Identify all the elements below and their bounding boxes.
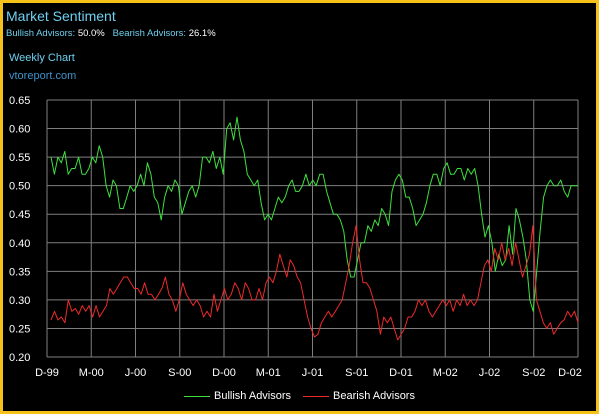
- bearish-value: 26.1%: [188, 28, 216, 39]
- x-tick-label: D-99: [35, 367, 59, 379]
- y-tick-label: 0.50: [9, 181, 30, 193]
- x-tick-label: J-00: [125, 367, 146, 379]
- y-axis-ticks: 0.65 0.60 0.55 0.50 0.45 0.40 0.35 0.30 0.25 0.20: [9, 95, 30, 364]
- y-tick-label: 0.55: [9, 152, 30, 164]
- x-tick-label: J-01: [302, 367, 323, 379]
- x-tick-label: D-00: [212, 367, 236, 379]
- legend-label-bearish: Bearish Advisors: [333, 390, 415, 402]
- series-lines: [50, 116, 579, 341]
- x-tick-label: D-01: [389, 367, 413, 379]
- y-tick-label: 0.30: [9, 295, 30, 307]
- bearish-swatch: [303, 395, 330, 397]
- grid-lines: [46, 99, 579, 358]
- chart-title: Market Sentiment: [6, 8, 116, 24]
- bullish-value: 50.0%: [77, 28, 105, 39]
- x-tick-label: S-01: [345, 367, 368, 379]
- sentiment-readout: Bullish Advisors: 50.0% Bearish Advisors…: [6, 28, 216, 39]
- line-chart: 0.65 0.60 0.55 0.50 0.45 0.40 0.35 0.30 0.25 0.20…: [9, 95, 582, 379]
- y-tick-label: 0.60: [9, 124, 30, 136]
- x-tick-label: S-02: [522, 367, 545, 379]
- x-tick-label: M-01: [256, 367, 281, 379]
- chart-subtitle: Weekly Chart: [9, 52, 75, 64]
- bearish-series-line: [50, 225, 579, 341]
- x-tick-label: D-02: [558, 367, 582, 379]
- x-tick-label: M-02: [433, 367, 458, 379]
- chart-legend: Bullish Advisors Bearish Advisors: [3, 390, 596, 402]
- legend-item-bearish: Bearish Advisors: [303, 390, 415, 402]
- y-tick-label: 0.35: [9, 266, 30, 278]
- y-tick-label: 0.25: [9, 323, 30, 335]
- y-tick-label: 0.45: [9, 209, 30, 221]
- bullish-label: Bullish Advisors:: [6, 28, 76, 39]
- legend-item-bullish: Bullish Advisors: [184, 390, 291, 402]
- bullish-swatch: [184, 395, 210, 397]
- y-tick-label: 0.65: [9, 95, 30, 107]
- y-tick-label: 0.20: [9, 352, 30, 364]
- legend-label-bullish: Bullish Advisors: [214, 390, 292, 402]
- x-axis-ticks: D-99 M-00 J-00 S-00 D-00 M-01 J-01 S-01 D-01 M-02…: [35, 367, 582, 379]
- source-link[interactable]: vtoreport.com: [9, 70, 77, 82]
- y-tick-label: 0.40: [9, 238, 30, 250]
- x-tick-label: M-00: [79, 367, 104, 379]
- bearish-label: Bearish Advisors:: [112, 28, 187, 39]
- x-tick-label: S-00: [168, 367, 191, 379]
- bullish-series-line: [50, 116, 578, 312]
- x-tick-label: J-02: [479, 367, 500, 379]
